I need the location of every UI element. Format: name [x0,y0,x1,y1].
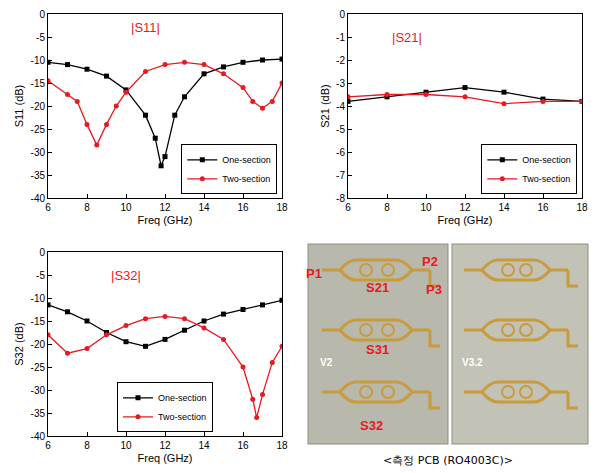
svg-text:18: 18 [276,202,288,213]
svg-text:16: 16 [537,202,549,213]
svg-text:10: 10 [420,202,432,213]
svg-text:Freq (GHz): Freq (GHz) [438,214,493,226]
svg-text:18: 18 [276,440,288,451]
svg-text:-40: -40 [31,431,46,442]
svg-text:S31: S31 [366,342,389,357]
svg-text:|S32|: |S32| [111,268,141,283]
svg-text:Freq (GHz): Freq (GHz) [138,452,193,464]
svg-text:One-section: One-section [158,393,207,403]
svg-text:-7: -7 [336,170,345,181]
svg-text:P1: P1 [306,266,322,281]
svg-text:8: 8 [84,440,90,451]
svg-text:10: 10 [120,202,132,213]
svg-text:-20: -20 [31,101,46,112]
svg-text:0: 0 [39,9,45,20]
svg-text:V2: V2 [320,357,333,368]
svg-text:-4: -4 [336,101,345,112]
svg-text:10: 10 [120,440,132,451]
svg-text:P3: P3 [426,282,442,297]
svg-text:-5: -5 [36,270,45,281]
svg-text:-25: -25 [31,124,46,135]
svg-text:-1: -1 [336,32,345,43]
svg-text:S11 (dB): S11 (dB) [13,85,25,128]
svg-text:14: 14 [198,202,210,213]
svg-text:6: 6 [45,202,51,213]
svg-text:-3: -3 [336,78,345,89]
svg-text:-5: -5 [336,124,345,135]
svg-text:S21 (dB): S21 (dB) [319,84,331,127]
svg-text:0: 0 [39,247,45,258]
svg-text:V3.2: V3.2 [462,357,483,368]
svg-text:S32: S32 [360,418,383,433]
svg-text:-15: -15 [31,78,46,89]
svg-text:8: 8 [384,202,390,213]
svg-text:-30: -30 [31,385,46,396]
svg-text:6: 6 [45,440,51,451]
svg-text:14: 14 [198,440,210,451]
svg-text:S21: S21 [366,280,389,295]
svg-text:-35: -35 [31,408,46,419]
svg-text:<측정 PCB (RO4003C)>: <측정 PCB (RO4003C)> [383,454,513,467]
svg-text:-35: -35 [31,170,46,181]
svg-text:Two-section: Two-section [158,412,206,422]
svg-text:-25: -25 [31,362,46,373]
svg-text:6: 6 [345,202,351,213]
svg-text:Two-section: Two-section [222,174,270,184]
svg-text:18: 18 [576,202,588,213]
svg-text:-10: -10 [31,55,46,66]
svg-text:S32 (dB): S32 (dB) [13,322,25,365]
svg-text:-40: -40 [31,193,46,204]
svg-text:12: 12 [159,440,171,451]
svg-text:14: 14 [498,202,510,213]
svg-text:16: 16 [237,202,249,213]
svg-text:Two-section: Two-section [522,174,570,184]
svg-text:0: 0 [339,9,345,20]
svg-text:-8: -8 [336,193,345,204]
svg-text:One-section: One-section [522,155,571,165]
svg-text:12: 12 [459,202,471,213]
svg-text:|S21|: |S21| [392,30,422,45]
svg-text:-20: -20 [31,339,46,350]
svg-text:8: 8 [84,202,90,213]
svg-text:|S11|: |S11| [131,20,160,35]
svg-text:P2: P2 [422,254,438,269]
svg-text:-10: -10 [31,293,46,304]
svg-text:-30: -30 [31,147,46,158]
svg-text:16: 16 [237,440,249,451]
svg-text:-5: -5 [36,32,45,43]
svg-text:12: 12 [159,202,171,213]
svg-text:One-section: One-section [222,155,271,165]
svg-text:-6: -6 [336,147,345,158]
svg-text:-15: -15 [31,316,46,327]
svg-text:Freq (GHz): Freq (GHz) [138,214,193,226]
svg-text:-2: -2 [336,55,345,66]
